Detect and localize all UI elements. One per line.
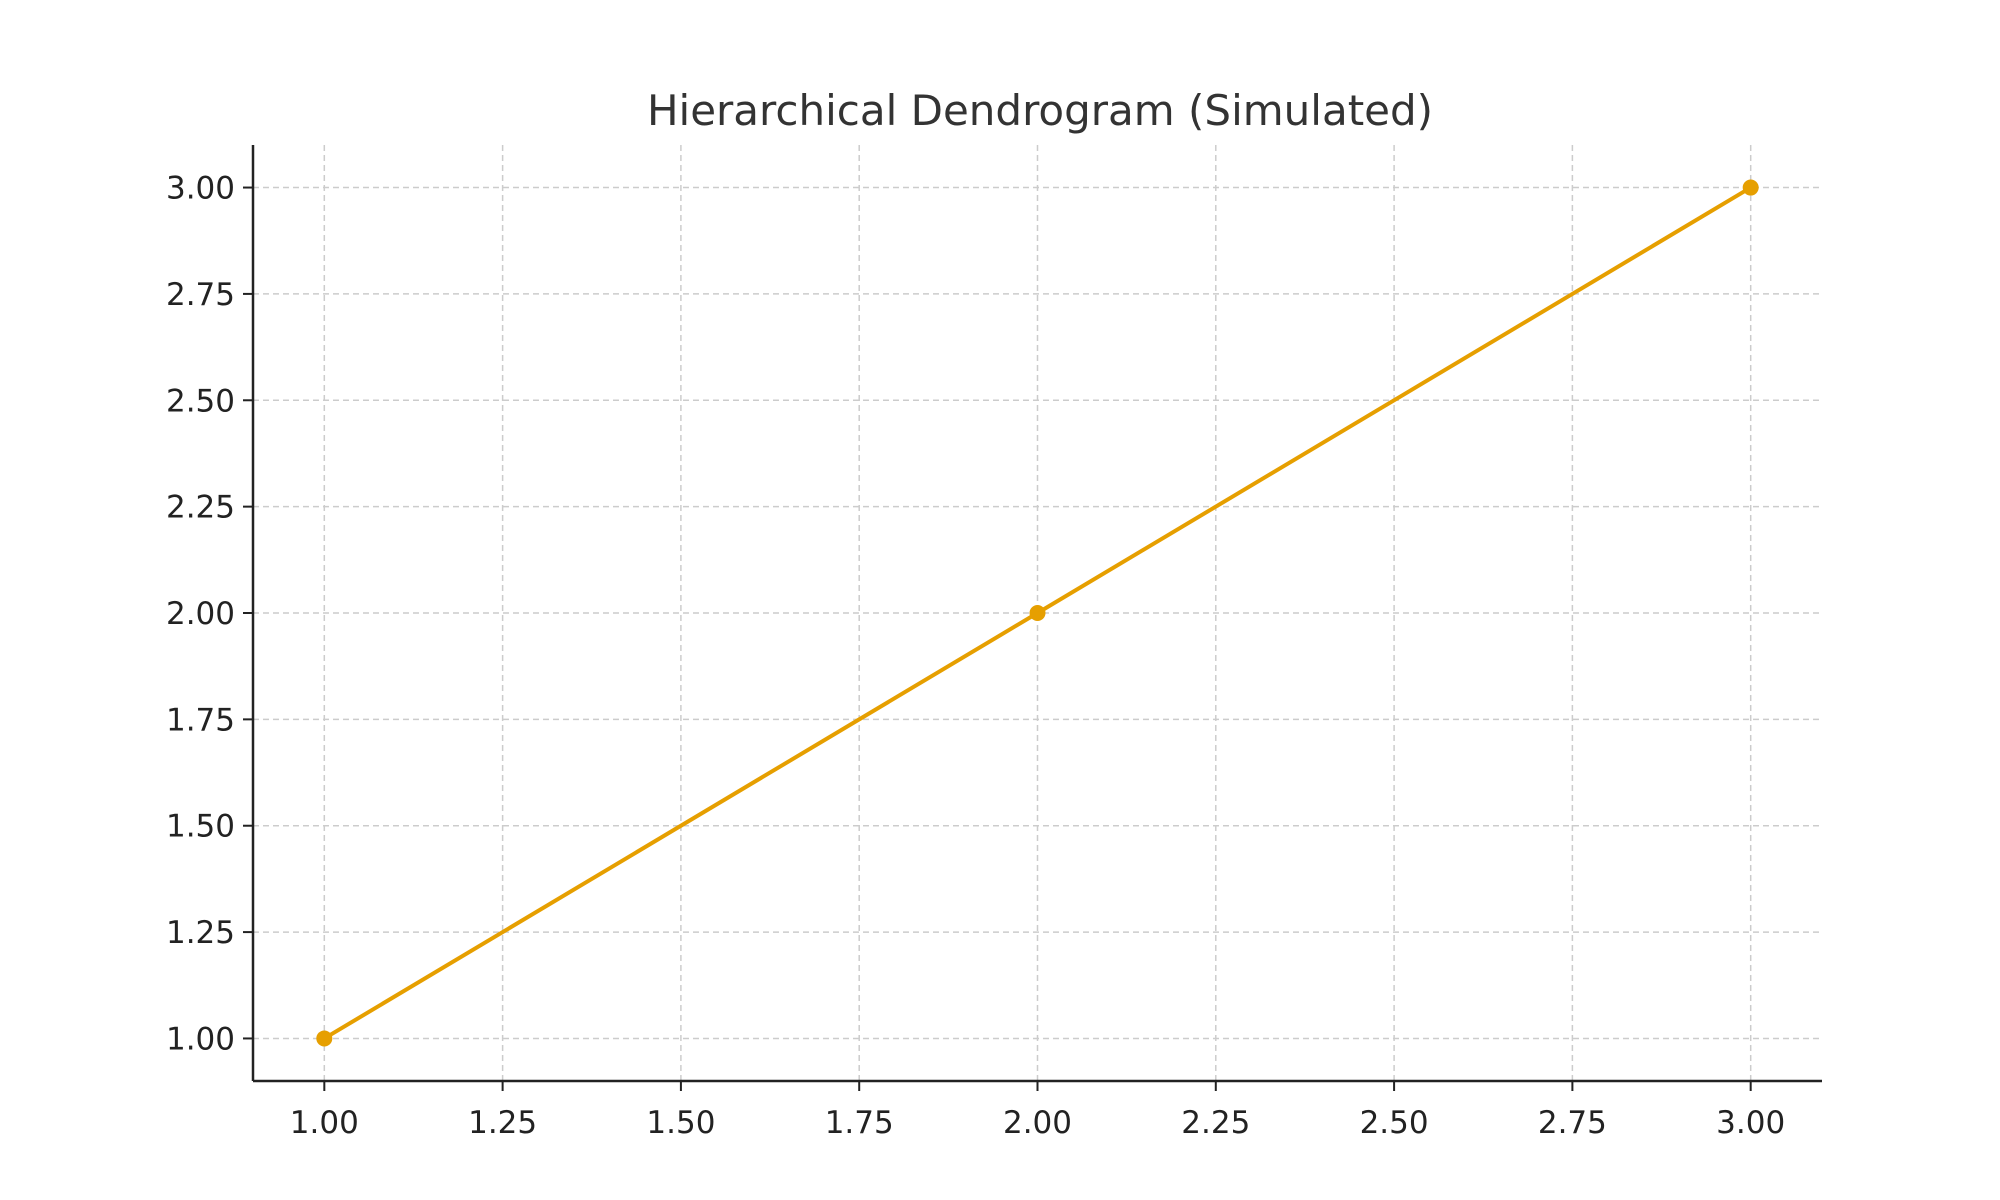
- x-tick-label: 1.50: [646, 1105, 715, 1141]
- x-tick-label: 1.75: [825, 1105, 894, 1141]
- data-point: [316, 1030, 333, 1047]
- grid-lines: [253, 145, 1822, 1081]
- x-tick-label: 2.50: [1360, 1105, 1429, 1141]
- x-tick-label: 3.00: [1716, 1105, 1785, 1141]
- y-tick-label: 2.50: [166, 383, 235, 419]
- x-tick-label: 1.25: [468, 1105, 537, 1141]
- x-tick-label: 1.00: [290, 1105, 359, 1141]
- y-tick-label: 2.75: [166, 277, 235, 313]
- y-tick-label: 1.25: [166, 915, 235, 951]
- x-tick-label: 2.25: [1181, 1105, 1250, 1141]
- y-tick-label: 1.00: [166, 1021, 235, 1057]
- x-tick-label: 2.75: [1538, 1105, 1607, 1141]
- y-tick-label: 1.50: [166, 809, 235, 845]
- tick-marks: [243, 186, 1752, 1091]
- data-point: [1742, 179, 1759, 196]
- tick-labels: 1.00 1.25 1.50 1.75 2.00 2.25 2.50 2.75 3.00 1.00…: [166, 171, 1785, 1141]
- data-point: [1029, 605, 1046, 621]
- y-tick-label: 1.75: [166, 702, 235, 738]
- y-tick-label: 2.25: [166, 490, 235, 526]
- chart-title: Hierarchical Dendrogram (Simulated): [647, 86, 1433, 135]
- y-tick-label: 3.00: [166, 171, 235, 207]
- series-layer: [316, 179, 1759, 1047]
- y-tick-label: 2.00: [166, 596, 235, 632]
- x-tick-label: 2.00: [1003, 1105, 1072, 1141]
